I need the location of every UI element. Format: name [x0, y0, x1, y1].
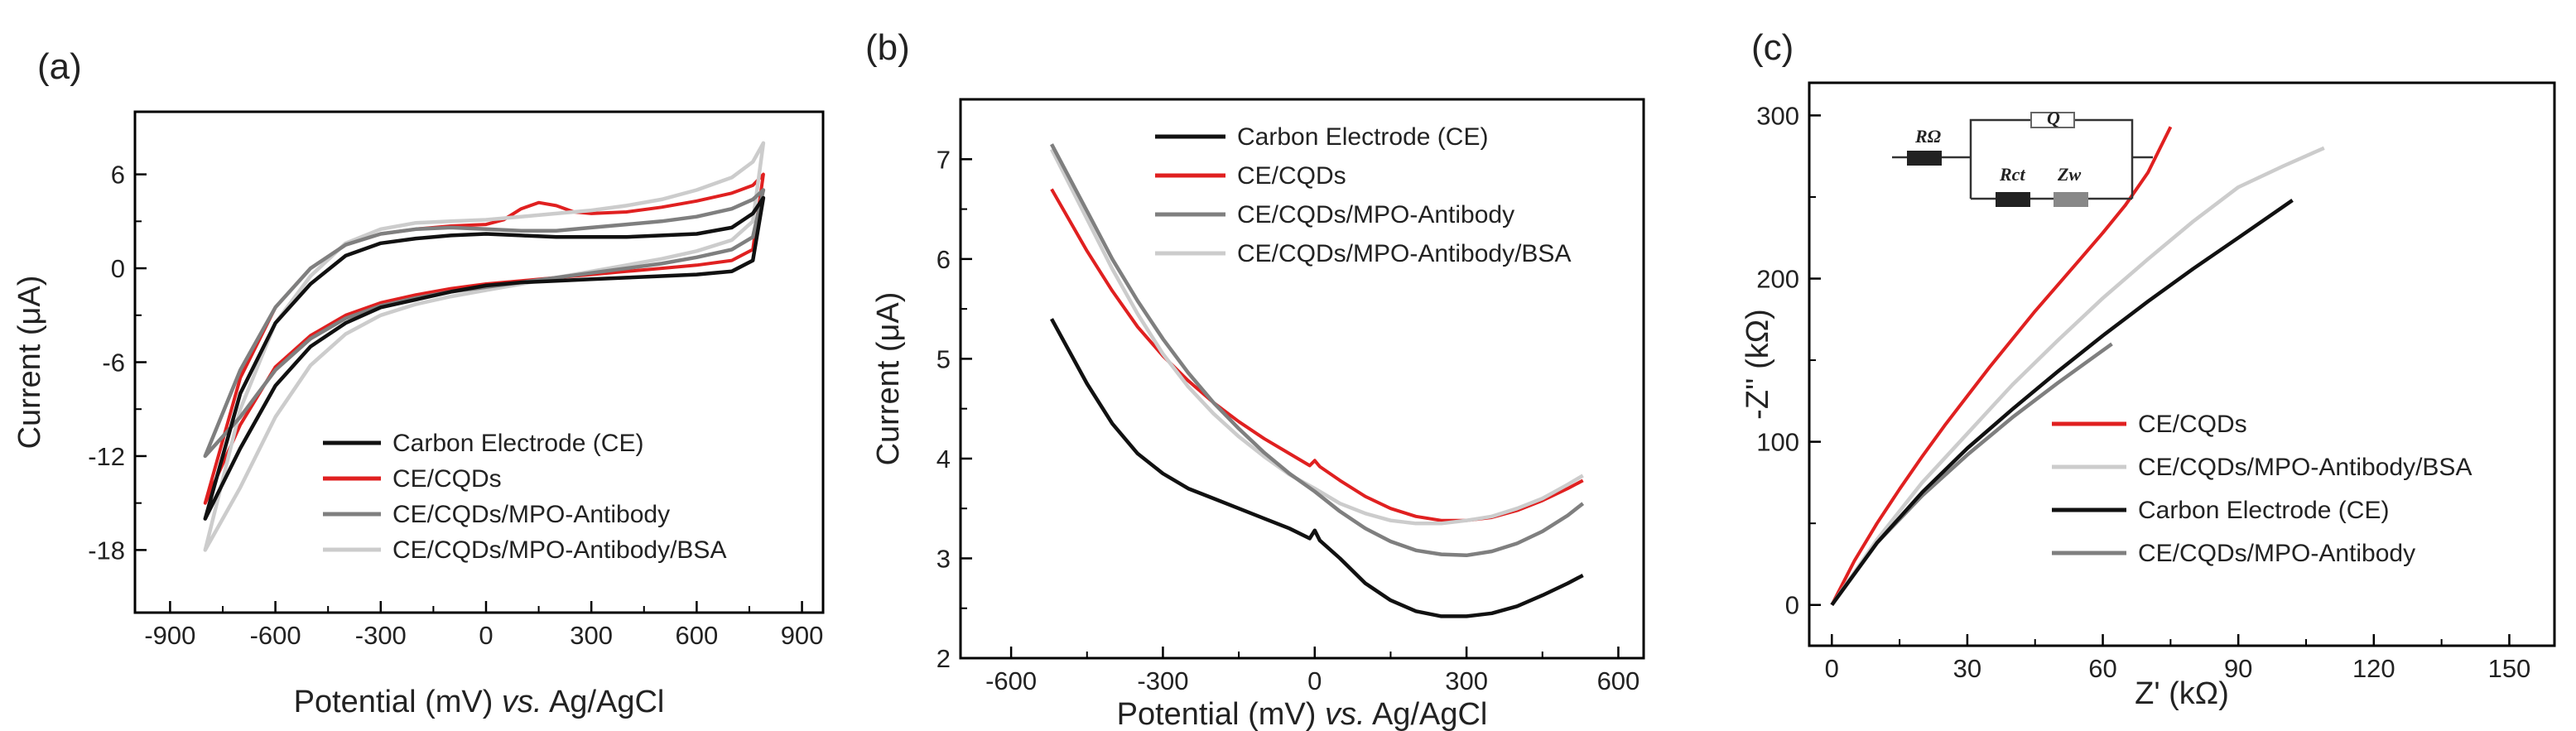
legend-label: CE/CQDs/MPO-Antibody: [392, 501, 670, 528]
y-tick-label: 3: [937, 544, 951, 573]
series-line-2: [1050, 188, 1584, 522]
legend-label: CE/CQDs: [392, 465, 502, 493]
x-axis-label: Z' (kΩ): [2135, 676, 2229, 711]
y-tick-label: -6: [102, 349, 125, 378]
legend-label: CE/CQDs/MPO-Antibody: [1237, 201, 1514, 228]
series-line-4: [1049, 148, 1584, 526]
y-tick-label: -12: [88, 442, 125, 471]
y-tick-label: 100: [1756, 428, 1799, 457]
series-line-1: [203, 195, 766, 521]
x-tick-label: 0: [1307, 666, 1322, 695]
resistor-r-ct: [1996, 192, 2030, 207]
y-tick-label: 2: [937, 644, 951, 673]
y-tick-label: 0: [1785, 591, 1799, 620]
x-axis-label-main: Potential (mV): [1117, 697, 1325, 731]
panel-c: (c) 0 30 60 90 120 150 0 100 200 300 Z' (kΩ) -Z'' (k…: [1741, 27, 2556, 711]
x-axis-label: Potential (mV) vs. Ag/AgCl: [1117, 697, 1488, 731]
x-tick-label: 30: [1953, 654, 1981, 683]
element-q: [2030, 112, 2075, 128]
legend-label: Carbon Electrode (CE): [2138, 497, 2389, 524]
y-tick-label: 5: [937, 344, 951, 373]
legend-label: CE/CQDs/MPO-Antibody: [2138, 540, 2415, 567]
element-z-w: [2054, 192, 2088, 207]
series-line-2: [1830, 146, 2325, 606]
resistor-r-omega: [1907, 151, 1942, 166]
label-r-ct: Rct: [1999, 164, 2025, 185]
series-line-1: [1050, 318, 1584, 618]
panel-label: (c): [1751, 27, 1794, 68]
x-tick-label: -300: [1137, 666, 1188, 695]
y-tick-label: 0: [111, 254, 125, 283]
circuit-wire: [1969, 118, 2134, 199]
legend-label: Carbon Electrode (CE): [392, 430, 643, 457]
series-line-3: [203, 188, 766, 459]
label-z-w: Zw: [2057, 164, 2081, 185]
x-axis-label-tail: Ag/AgCl: [542, 685, 665, 719]
x-tick-label: 300: [570, 621, 613, 650]
x-tick-label: 600: [1597, 666, 1640, 695]
y-tick-label: 200: [1756, 265, 1799, 294]
x-tick-label: -900: [144, 621, 195, 650]
y-tick-label: 7: [937, 145, 951, 174]
x-tick-label: 600: [676, 621, 719, 650]
legend-label: CE/CQDs/MPO-Antibody/BSA: [392, 536, 726, 564]
plot-frame: [959, 98, 1645, 660]
x-tick-label: 300: [1445, 666, 1488, 695]
x-tick-label: 150: [2488, 654, 2531, 683]
y-axis-label: Current (μA): [12, 276, 47, 450]
label-q: Q: [2047, 108, 2060, 128]
panel-a: (a) -900 -600 -300 0 300 600 900 -18 -12 -6 0 6 Poten…: [12, 46, 825, 719]
y-axis-label: -Z'' (kΩ): [1741, 309, 1775, 420]
legend-label: CE/CQDs: [2138, 411, 2247, 438]
x-tick-label: -300: [355, 621, 407, 650]
x-axis-label-main: Potential (mV): [294, 685, 502, 719]
series-line-3: [1050, 143, 1585, 558]
panel-b: (b) -600 -300 0 300 600 2 3 4 5 6 7 Potential (mV) v…: [865, 27, 1645, 731]
y-tick-label: 6: [937, 245, 951, 274]
x-tick-label: 60: [2088, 654, 2116, 683]
series-line-3: [1830, 199, 2294, 607]
x-tick-label: 120: [2352, 654, 2395, 683]
legend-label: CE/CQDs: [1237, 162, 1346, 190]
x-tick-label: -600: [985, 666, 1037, 695]
y-tick-label: 4: [937, 445, 951, 474]
x-tick-label: 0: [479, 621, 493, 650]
legend-label: CE/CQDs/MPO-Antibody/BSA: [1237, 240, 1571, 267]
x-axis-label-italic: vs.: [502, 685, 542, 719]
x-tick-label: 90: [2224, 654, 2252, 683]
panel-label: (b): [865, 27, 910, 68]
series-line-4: [203, 141, 766, 552]
legend-label: Carbon Electrode (CE): [1237, 123, 1488, 151]
panel-label: (a): [37, 46, 82, 87]
series-line-4: [1830, 342, 2113, 607]
x-tick-label: 900: [781, 621, 824, 650]
y-tick-label: 300: [1756, 101, 1799, 130]
label-r-omega: RΩ: [1914, 126, 1942, 147]
y-tick-label: -18: [88, 536, 125, 565]
x-axis-label-tail: Ag/AgCl: [1365, 697, 1488, 731]
x-axis-label-main: Z' (kΩ): [2135, 676, 2229, 711]
y-axis-label: Current (μA): [871, 292, 906, 466]
x-axis-label-italic: vs.: [1325, 697, 1365, 731]
series-line-1: [1830, 126, 2173, 606]
legend-label: CE/CQDs/MPO-Antibody/BSA: [2138, 454, 2472, 481]
x-axis-label: Potential (mV) vs. Ag/AgCl: [294, 685, 665, 719]
y-tick-label: 6: [111, 161, 125, 190]
x-tick-label: 0: [1825, 654, 1839, 683]
plot-frame: [1808, 81, 2556, 647]
x-tick-label: -600: [250, 621, 301, 650]
